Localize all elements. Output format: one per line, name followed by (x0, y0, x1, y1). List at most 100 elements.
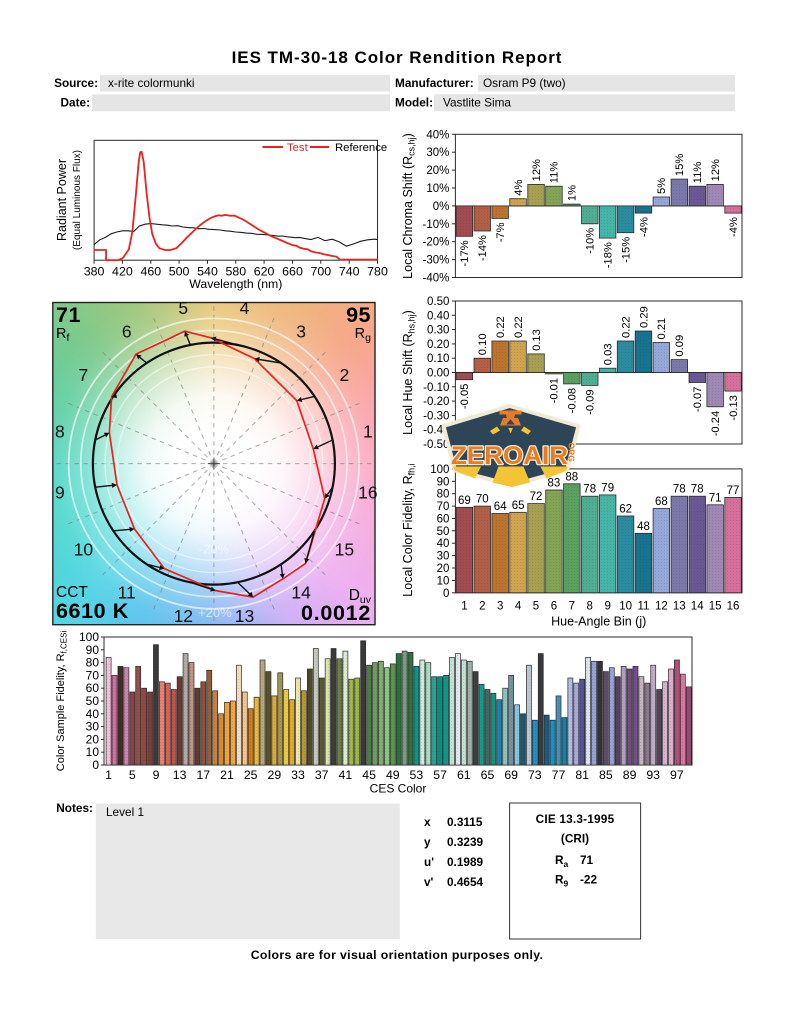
svg-text:78: 78 (691, 484, 704, 496)
svg-text:-4%: -4% (638, 217, 650, 237)
svg-text:ZEROAIR: ZEROAIR (451, 442, 568, 470)
svg-text:70: 70 (86, 668, 100, 682)
svg-text:90: 90 (437, 476, 450, 488)
svg-text:-40%: -40% (423, 273, 450, 285)
svg-text:30%: 30% (426, 147, 449, 159)
svg-text:380: 380 (84, 265, 105, 279)
svg-text:CIE 13.3-1995: CIE 13.3-1995 (536, 812, 615, 826)
svg-text:Rf: Rf (56, 326, 69, 344)
svg-text:-14%: -14% (477, 235, 489, 261)
svg-text:1%: 1% (567, 185, 579, 201)
svg-text:80: 80 (437, 489, 450, 501)
svg-text:0.29: 0.29 (638, 306, 650, 328)
svg-text:Wavelength (nm): Wavelength (nm) (189, 277, 282, 291)
svg-text:65: 65 (512, 500, 525, 512)
svg-text:15%: 15% (674, 154, 686, 176)
svg-text:Notes:: Notes: (56, 801, 93, 815)
svg-text:Vastlite Sima: Vastlite Sima (443, 96, 511, 110)
svg-text:2: 2 (340, 365, 350, 385)
svg-text:12%: 12% (531, 159, 543, 181)
svg-text:Model:: Model: (395, 96, 433, 110)
svg-text:10: 10 (86, 745, 100, 759)
svg-text:20%: 20% (426, 165, 449, 177)
svg-text:29: 29 (268, 768, 282, 782)
svg-text:-0.50: -0.50 (423, 439, 449, 451)
svg-text:25: 25 (244, 768, 258, 782)
svg-text:0.22: 0.22 (620, 316, 632, 338)
svg-text:64: 64 (494, 501, 507, 513)
svg-text:8: 8 (586, 601, 592, 613)
svg-text:0.40: 0.40 (427, 310, 449, 322)
svg-text:0.3115: 0.3115 (447, 815, 483, 829)
svg-text:Reference: Reference (335, 142, 387, 154)
svg-text:9: 9 (153, 768, 160, 782)
svg-text:9: 9 (604, 601, 610, 613)
svg-text:14: 14 (291, 583, 311, 603)
svg-text:40%: 40% (426, 129, 449, 141)
svg-text:77: 77 (727, 485, 740, 497)
svg-text:9: 9 (55, 483, 65, 503)
svg-text:11%: 11% (692, 162, 704, 184)
svg-text:12%: 12% (710, 159, 722, 181)
svg-text:580: 580 (225, 265, 246, 279)
svg-text:420: 420 (112, 265, 133, 279)
svg-text:5%: 5% (656, 178, 668, 194)
svg-text:70: 70 (437, 501, 450, 513)
svg-text:x: x (424, 815, 431, 829)
svg-text:-22: -22 (580, 873, 597, 887)
svg-text:0.13: 0.13 (531, 329, 543, 351)
svg-text:-0.10: -0.10 (423, 382, 449, 394)
svg-text:100: 100 (79, 630, 99, 644)
svg-text:0.1989: 0.1989 (447, 855, 484, 869)
svg-text:50: 50 (86, 694, 100, 708)
svg-text:Manufacturer:: Manufacturer: (395, 76, 474, 90)
svg-text:0.50: 0.50 (427, 296, 449, 308)
svg-text:CCT: CCT (56, 584, 88, 601)
svg-text:12: 12 (655, 601, 668, 613)
svg-text:0: 0 (92, 758, 99, 772)
svg-text:81: 81 (575, 768, 589, 782)
svg-text:95: 95 (346, 303, 371, 327)
svg-text:0.03: 0.03 (603, 343, 615, 365)
svg-text:65: 65 (481, 768, 495, 782)
svg-text:-0.30: -0.30 (423, 410, 449, 422)
svg-text:-15%: -15% (620, 237, 632, 263)
svg-text:53: 53 (410, 768, 424, 782)
svg-text:Source:: Source: (54, 76, 98, 90)
svg-text:7: 7 (569, 601, 575, 613)
svg-text:62: 62 (619, 504, 632, 516)
svg-text:-30%: -30% (423, 255, 450, 267)
svg-text:30: 30 (437, 551, 450, 563)
svg-text:540: 540 (197, 265, 218, 279)
svg-text:1: 1 (105, 768, 112, 782)
svg-text:79: 79 (601, 482, 614, 494)
svg-text:Level 1: Level 1 (106, 805, 144, 819)
svg-text:Color Sample Fidelity, Rf,CESi: Color Sample Fidelity, Rf,CESi (55, 631, 69, 772)
svg-text:3: 3 (296, 322, 306, 342)
svg-text:500: 500 (169, 265, 190, 279)
svg-text:90: 90 (86, 643, 100, 657)
svg-text:0.10: 0.10 (427, 353, 449, 365)
svg-text:13: 13 (173, 768, 187, 782)
svg-text:37: 37 (315, 768, 329, 782)
svg-text:6610 K: 6610 K (56, 599, 129, 623)
svg-text:45: 45 (362, 768, 376, 782)
svg-text:10: 10 (619, 601, 632, 613)
svg-text:Radiant Power: Radiant Power (55, 159, 69, 241)
svg-text:78: 78 (583, 484, 596, 496)
svg-text:80: 80 (86, 656, 100, 670)
svg-text:-7%: -7% (495, 222, 507, 242)
svg-text:0.09: 0.09 (674, 335, 686, 357)
svg-text:Rg: Rg (355, 326, 371, 344)
svg-text:68: 68 (655, 496, 668, 508)
svg-text:0.22: 0.22 (513, 316, 525, 338)
svg-text:71: 71 (56, 303, 81, 327)
svg-text:20: 20 (437, 563, 450, 575)
svg-text:ZEROAIR: ZEROAIR (451, 442, 568, 470)
svg-text:10: 10 (74, 539, 94, 559)
svg-text:16: 16 (727, 601, 740, 613)
svg-text:-4%: -4% (728, 217, 740, 237)
svg-text:Test: Test (287, 142, 309, 154)
svg-text:R9: R9 (555, 873, 569, 889)
svg-text:0.3239: 0.3239 (447, 835, 484, 849)
